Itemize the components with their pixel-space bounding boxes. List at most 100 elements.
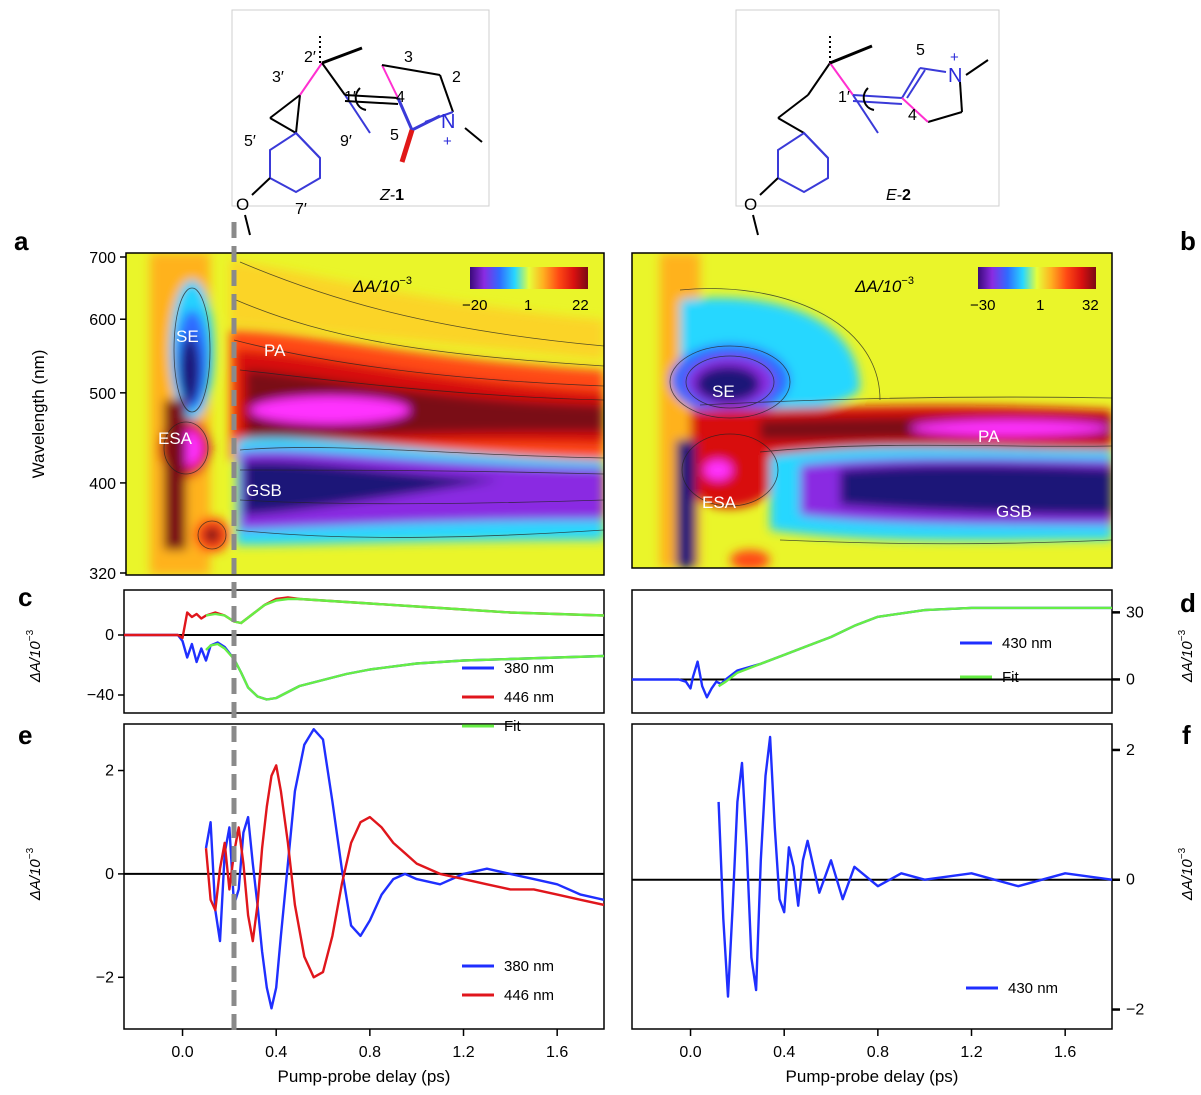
y-axis-label-e: ΔA/10−3	[25, 847, 44, 901]
y-axis-label-c: ΔA/10−3	[25, 629, 44, 683]
series-c-fit-2	[205, 597, 604, 625]
annotation-b-se: SE	[712, 382, 735, 401]
colorbar-a	[470, 267, 588, 289]
ytick-label-c-0: 0	[105, 627, 114, 644]
xticks-left-label-1: 0.4	[265, 1044, 287, 1061]
y-axis-label-d: ΔA/10−3	[1177, 629, 1196, 683]
colorbar-tick-b-2: 32	[1082, 297, 1099, 314]
legend-e: 380 nm 446 nm	[462, 958, 554, 1004]
panel-letter-d: d	[1180, 588, 1196, 618]
annotation-b-pa: PA	[978, 427, 1000, 446]
xticks-right-label-1: 0.4	[773, 1044, 795, 1061]
legend-label-d-1: Fit	[1002, 669, 1019, 686]
series-c-fit-3	[205, 642, 604, 701]
atom-n: N	[441, 111, 455, 133]
annotation-a-esa: ESA	[158, 429, 193, 448]
colorbar-tick-a-1: 1	[524, 297, 532, 314]
atom-n-charge: +	[443, 133, 452, 150]
atom-n: N	[948, 65, 962, 87]
heatmap-panel-a: ΔA/10−3 −20 1 22 SE PA ESA GSB Wavelengt…	[29, 250, 605, 583]
series-e-446-nm-1	[204, 764, 604, 979]
ytick-label-f-0: 2	[1126, 742, 1135, 759]
xticks-left-label-2: 0.8	[359, 1044, 381, 1061]
panel-letter-a: a	[14, 226, 29, 256]
y-axis-label-a: Wavelength (nm)	[29, 350, 48, 479]
atom-4: 4	[396, 89, 405, 106]
colorbar-tick-a-0: −20	[462, 297, 487, 314]
atom-9prime: 9′	[340, 133, 352, 150]
xticks-right-label-4: 1.6	[1054, 1044, 1076, 1061]
annotation-a-se: SE	[176, 327, 199, 346]
line-panel-e: 2 0 −2 ΔA/10−3	[25, 723, 605, 1030]
atom-1prime: 1′	[344, 89, 356, 106]
panel-letter-f: f	[1182, 720, 1191, 750]
legend-label-c-0: 380 nm	[504, 660, 554, 677]
ytick-label-f-1: 0	[1126, 872, 1135, 889]
annotation-a-gsb: GSB	[246, 481, 282, 500]
heatmap-panel-b: ΔA/10−3 −30 1 32 SE PA ESA GSB	[631, 252, 1113, 569]
annotation-a-pa: PA	[264, 341, 286, 360]
annotation-b-esa: ESA	[702, 493, 737, 512]
atom-o: O	[744, 195, 757, 214]
ytick-label-e-1: 0	[105, 866, 114, 883]
y-ticks-a: 700 600 500 400 320	[89, 250, 126, 583]
ytick-label-a-1: 600	[89, 312, 116, 329]
ytick-label-a-4: 320	[89, 566, 116, 583]
ytick-label-f-2: −2	[1126, 1002, 1144, 1019]
molecule-label-e2: E-2	[886, 187, 911, 204]
atom-2: 2	[452, 69, 461, 86]
series-d-fit-1	[717, 606, 1112, 688]
ytick-label-a-0: 700	[89, 250, 116, 267]
xticks-right-label-2: 0.8	[867, 1044, 889, 1061]
atom-o: O	[236, 195, 249, 214]
legend-label-e-0: 380 nm	[504, 958, 554, 975]
xticks-right-label-3: 1.2	[960, 1044, 982, 1061]
annotation-b-gsb: GSB	[996, 502, 1032, 521]
ytick-label-e-2: −2	[96, 969, 114, 986]
series-f-430-nm-0	[717, 735, 1112, 998]
atom-5: 5	[916, 42, 925, 59]
legend-label-c-1: 446 nm	[504, 689, 554, 706]
panel-letter-e: e	[18, 720, 32, 750]
line-panel-d: 30 0 ΔA/10−3	[631, 589, 1196, 714]
molecule-label-z1: Z-1	[379, 187, 404, 204]
molecule-z1: 3′ 2′ 1′ 4 3 2 5′ 9′ 5 N + 7′ O Z-1	[231, 9, 490, 236]
ytick-label-d-0: 30	[1126, 604, 1144, 621]
y-axis-label-f: ΔA/10−3	[1177, 847, 1196, 901]
line-panel-f: 2 0 −2 ΔA/10−3	[631, 723, 1196, 1030]
legend-label-d-0: 430 nm	[1002, 635, 1052, 652]
legend-label-f-0: 430 nm	[1008, 980, 1058, 997]
xticks-left-label-0: 0.0	[171, 1044, 193, 1061]
ytick-label-a-2: 500	[89, 386, 116, 403]
x-ticks-left: 0.0 0.4 0.8 1.2 1.6	[171, 1029, 568, 1061]
atom-5: 5	[390, 127, 399, 144]
atom-3: 3	[404, 49, 413, 66]
panel-letter-b: b	[1180, 226, 1196, 256]
x-axis-label-right: Pump-probe delay (ps)	[786, 1067, 959, 1086]
legend-label-c-2: Fit	[504, 718, 521, 735]
colorbar-title-b: ΔA/10−3	[854, 275, 914, 296]
colorbar-tick-b-0: −30	[970, 297, 995, 314]
atom-n-charge: +	[950, 49, 959, 66]
ytick-label-c-1: −40	[87, 687, 114, 704]
x-ticks-right: 0.0 0.4 0.8 1.2 1.6	[679, 1029, 1076, 1061]
atom-4: 4	[908, 107, 917, 124]
molecule-e2: 1′ 4 5 N + O E-2	[735, 9, 1000, 236]
panel-letter-c: c	[18, 582, 32, 612]
x-axis-label-left: Pump-probe delay (ps)	[278, 1067, 451, 1086]
legend-f: 430 nm	[966, 980, 1058, 997]
ytick-label-a-3: 400	[89, 476, 116, 493]
xticks-left-label-4: 1.6	[546, 1044, 568, 1061]
atom-1prime: 1′	[838, 89, 850, 106]
atom-2prime: 2′	[304, 49, 316, 66]
legend-label-e-1: 446 nm	[504, 987, 554, 1004]
colorbar-b	[978, 267, 1096, 289]
line-panel-c: 0 −40 ΔA/10−3	[25, 589, 605, 714]
ytick-label-d-1: 0	[1126, 671, 1135, 688]
colorbar-tick-b-1: 1	[1036, 297, 1044, 314]
xticks-right-label-0: 0.0	[679, 1044, 701, 1061]
colorbar-title-a: ΔA/10−3	[352, 275, 412, 296]
legend-c: 380 nm 446 nm Fit	[462, 660, 554, 735]
atom-5prime: 5′	[244, 133, 256, 150]
